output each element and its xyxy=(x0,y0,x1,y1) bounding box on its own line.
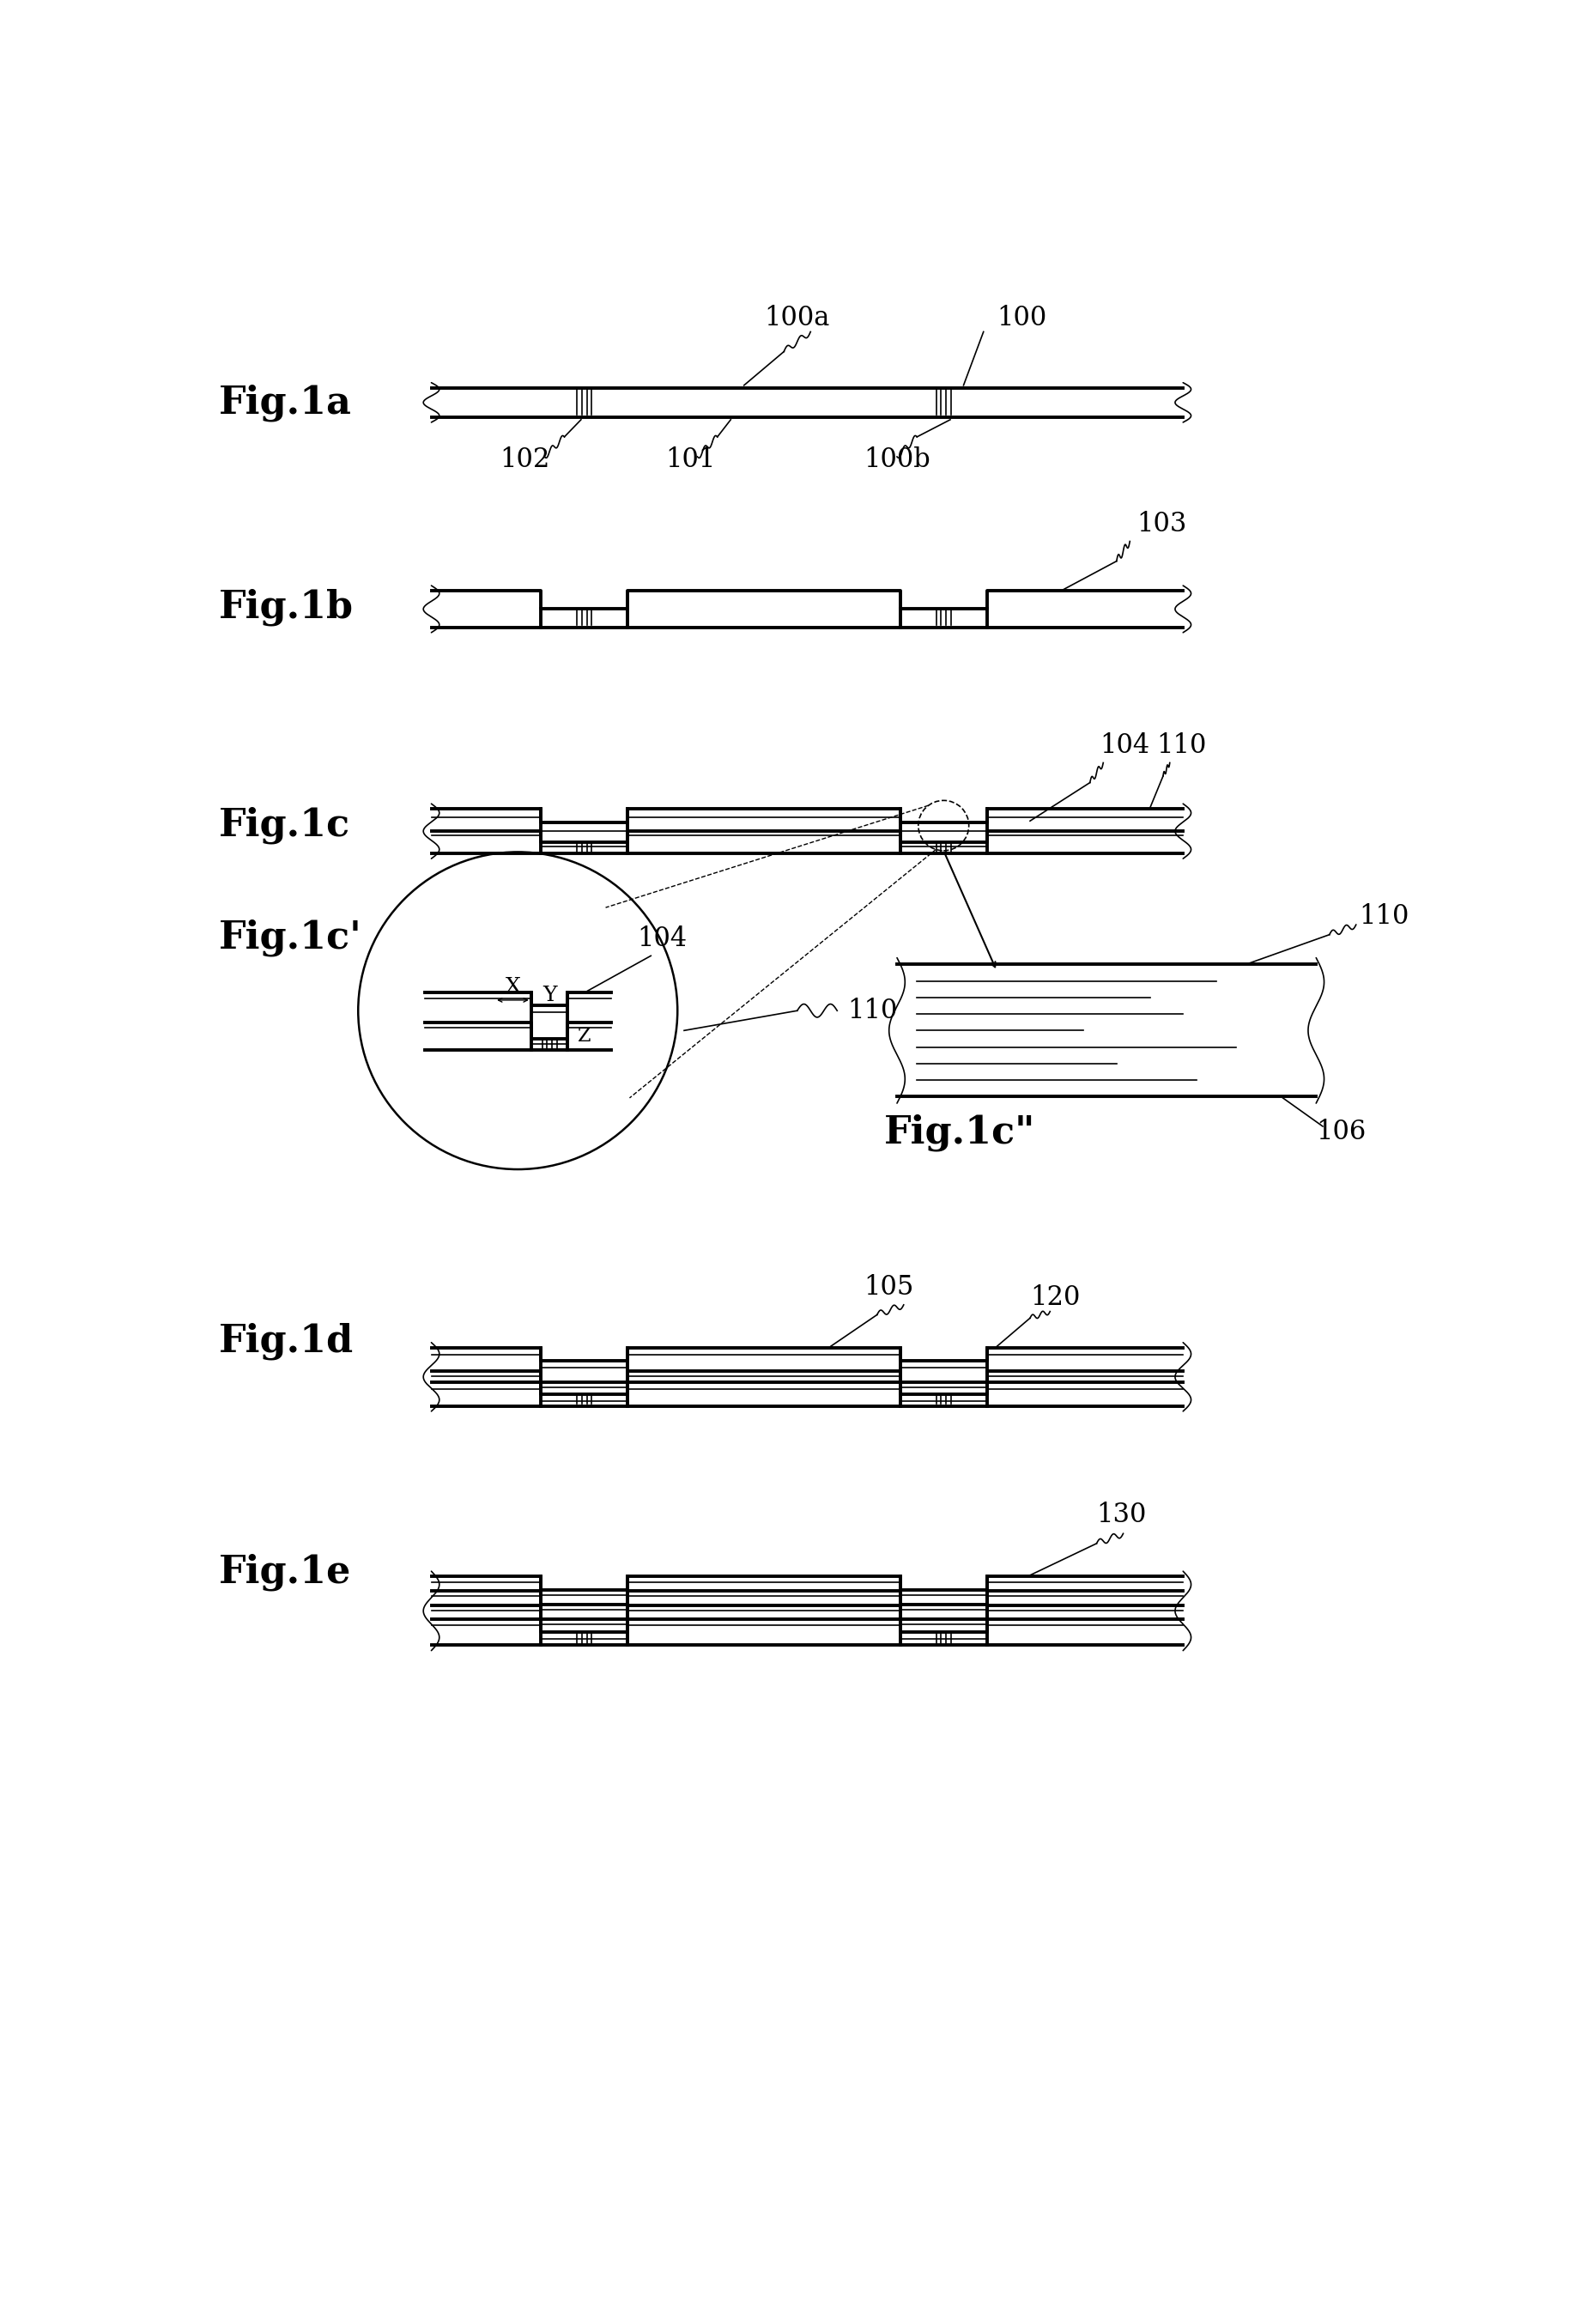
Text: 101: 101 xyxy=(665,446,716,472)
Text: 100: 100 xyxy=(997,304,1046,330)
Text: Z: Z xyxy=(578,1027,591,1046)
Text: 102: 102 xyxy=(499,446,549,472)
Text: Fig.1b: Fig.1b xyxy=(219,588,353,625)
Text: Fig.1a: Fig.1a xyxy=(219,383,351,421)
Text: Fig.1e: Fig.1e xyxy=(219,1555,351,1592)
Text: 100a: 100a xyxy=(764,304,831,330)
Text: 120: 120 xyxy=(1031,1285,1080,1311)
Text: Fig.1c": Fig.1c" xyxy=(883,1113,1035,1153)
Text: 110: 110 xyxy=(1359,902,1410,930)
Text: 110: 110 xyxy=(1156,732,1207,760)
Text: 106: 106 xyxy=(1316,1118,1366,1146)
Text: Fig.1c: Fig.1c xyxy=(219,806,349,844)
Text: Fig.1d: Fig.1d xyxy=(219,1322,353,1360)
Text: Y: Y xyxy=(543,985,556,1006)
Text: 130: 130 xyxy=(1097,1501,1147,1529)
Text: X: X xyxy=(505,976,521,997)
Text: 103: 103 xyxy=(1137,511,1186,537)
Text: Fig.1c': Fig.1c' xyxy=(219,920,362,957)
Text: 105: 105 xyxy=(864,1274,913,1301)
Text: 104: 104 xyxy=(637,925,688,953)
Text: 110: 110 xyxy=(846,997,897,1025)
Text: 100b: 100b xyxy=(864,446,931,472)
Text: 104: 104 xyxy=(1100,732,1150,760)
